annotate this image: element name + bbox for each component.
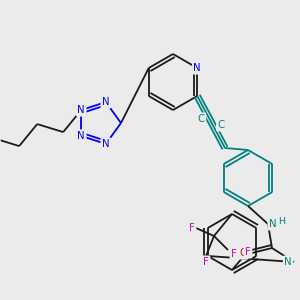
Text: N: N: [102, 139, 110, 149]
Text: C: C: [218, 120, 225, 130]
Text: F: F: [231, 249, 237, 259]
Text: N: N: [269, 219, 277, 229]
Text: N: N: [284, 257, 292, 267]
Text: N: N: [77, 131, 85, 141]
Text: C: C: [198, 114, 205, 124]
Text: N: N: [77, 105, 85, 115]
Text: F: F: [245, 247, 251, 257]
Text: H: H: [278, 217, 285, 226]
Text: N: N: [194, 63, 201, 73]
Text: N: N: [102, 97, 110, 107]
Text: O: O: [239, 248, 247, 258]
Text: F: F: [189, 223, 195, 233]
Text: F: F: [203, 257, 209, 267]
